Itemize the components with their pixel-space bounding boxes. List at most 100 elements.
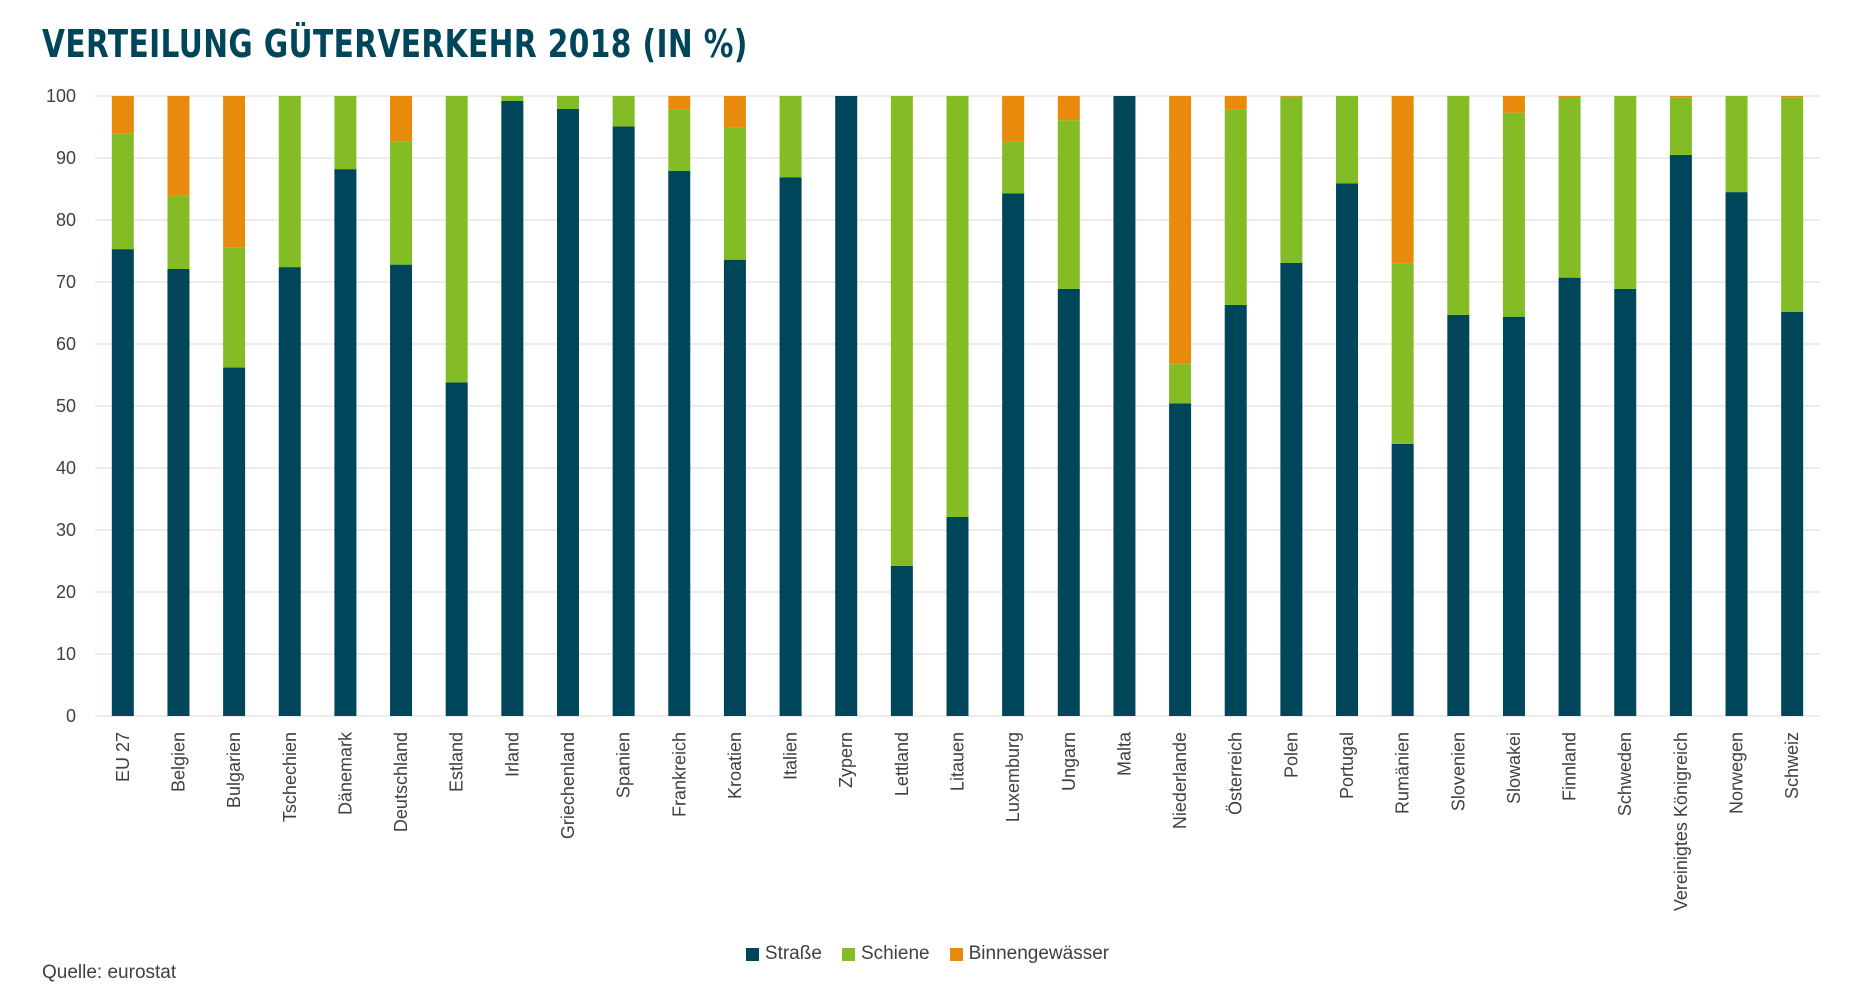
x-category-label: Malta [1114,731,1134,776]
x-category-label: Ungarn [1059,732,1079,791]
y-tick-label: 90 [56,148,76,168]
bar-segment [1224,96,1247,110]
source-note: Quelle: eurostat [42,962,177,983]
x-category-label: Frankreich [669,732,689,817]
bar-segment [1669,154,1692,716]
bar-segment [278,96,301,268]
bar-segment [167,195,190,269]
x-category-label: Zypern [836,732,856,788]
bar-segment [1336,183,1359,717]
x-category-label: Slovenien [1448,732,1468,811]
bar-segment [1224,304,1247,716]
bar-segment [167,96,190,196]
bar-segment [1781,97,1804,312]
bar-segment [723,259,746,716]
bar-segment [1057,96,1080,121]
bar-segment [390,141,413,265]
bar-segment [445,96,468,383]
bar-segment [1169,363,1192,404]
bar-segment [1669,96,1692,98]
y-tick-label: 60 [56,334,76,354]
bar-segment [501,96,524,101]
x-category-label: Irland [502,732,522,777]
bar-segment [1280,96,1303,263]
x-category-label: Spanien [614,732,634,798]
bar-segment [1725,192,1748,717]
x-axis-labels: EU 27 Belgien Bulgarien Tschechien Dänemark D… [113,731,1802,911]
x-category-label: EU 27 [113,732,133,782]
bar-segment [1391,263,1414,444]
y-tick-label: 70 [56,272,76,292]
x-category-label: Rumänien [1393,732,1413,814]
y-tick-label: 50 [56,396,76,416]
bar-segment [1169,96,1192,364]
x-category-label: Vereinigtes Königreich [1671,732,1691,911]
bar-segment [668,171,691,716]
x-category-label: Kroatien [725,732,745,799]
y-tick-label: 40 [56,458,76,478]
bar-segment [1669,97,1692,155]
bar-segment [334,96,357,170]
bar-segment [1502,96,1525,113]
x-category-label: Belgien [168,732,188,792]
legend-swatch-strasse [745,947,759,961]
bar-segment [501,100,524,716]
bar-segment [835,96,858,716]
bar-segment [1002,193,1025,717]
x-category-label: Norwegen [1727,732,1747,814]
x-category-label: Tschechien [280,732,300,822]
x-category-label: Dänemark [335,731,355,815]
bar-segment [1057,120,1080,289]
bar-segment [1502,316,1525,716]
x-category-label: Niederlande [1170,732,1190,829]
bar-segment [1447,314,1470,716]
bar-segment [612,126,635,716]
x-category-label: Luxemburg [1003,732,1023,822]
y-tick-label: 10 [56,644,76,664]
x-category-label: Lettland [892,732,912,796]
bar-segment [1280,262,1303,716]
bar-segment [612,96,635,127]
x-category-label: Schweden [1615,732,1635,816]
bar-segment [1725,96,1748,193]
bar-segment [111,249,134,716]
y-tick-label: 30 [56,520,76,540]
bar-segment [1558,277,1581,716]
bar-segment [390,264,413,716]
bar-segment [890,565,913,716]
bar-segment [1002,141,1025,194]
x-category-label: Österreich [1226,732,1246,815]
bar-segment [723,127,746,260]
y-tick-label: 80 [56,210,76,230]
bar-segment [1280,96,1303,97]
legend-item-schiene: Schiene [841,943,930,965]
bar-segment [1002,96,1025,142]
bar-segment [1781,96,1804,98]
y-tick-label: 100 [46,86,76,106]
legend-item-strasse: Straße [745,943,822,965]
legend-swatch-binnengewaesser [949,947,963,961]
bar-segment [1224,109,1247,305]
x-category-label: Griechenland [558,732,578,839]
bar-segment [390,96,413,142]
x-category-label: Litauen [948,732,968,791]
bar-segment [111,96,134,134]
bar-segment [556,96,579,110]
bar-segment [223,247,246,368]
y-tick-label: 0 [66,706,76,726]
x-category-label: Portugal [1337,732,1357,799]
bar-segment [223,96,246,248]
x-category-label: Bulgarien [224,732,244,808]
x-category-label: Estland [447,732,467,792]
legend-label-binnengewaesser: Binnengewässer [968,943,1110,964]
y-axis-ticks: 0 10 20 30 40 50 60 70 80 90 100 [46,86,76,726]
bar-segment [1391,443,1414,716]
bar-segment [1391,96,1414,264]
bar-segment [1558,97,1581,278]
bar-segment [1169,403,1192,716]
bar-segment [1057,288,1080,716]
bar-segment [1113,96,1136,716]
bar-segment [1502,112,1525,317]
x-category-label: Schweiz [1782,732,1802,799]
bar-segment [1614,288,1637,716]
